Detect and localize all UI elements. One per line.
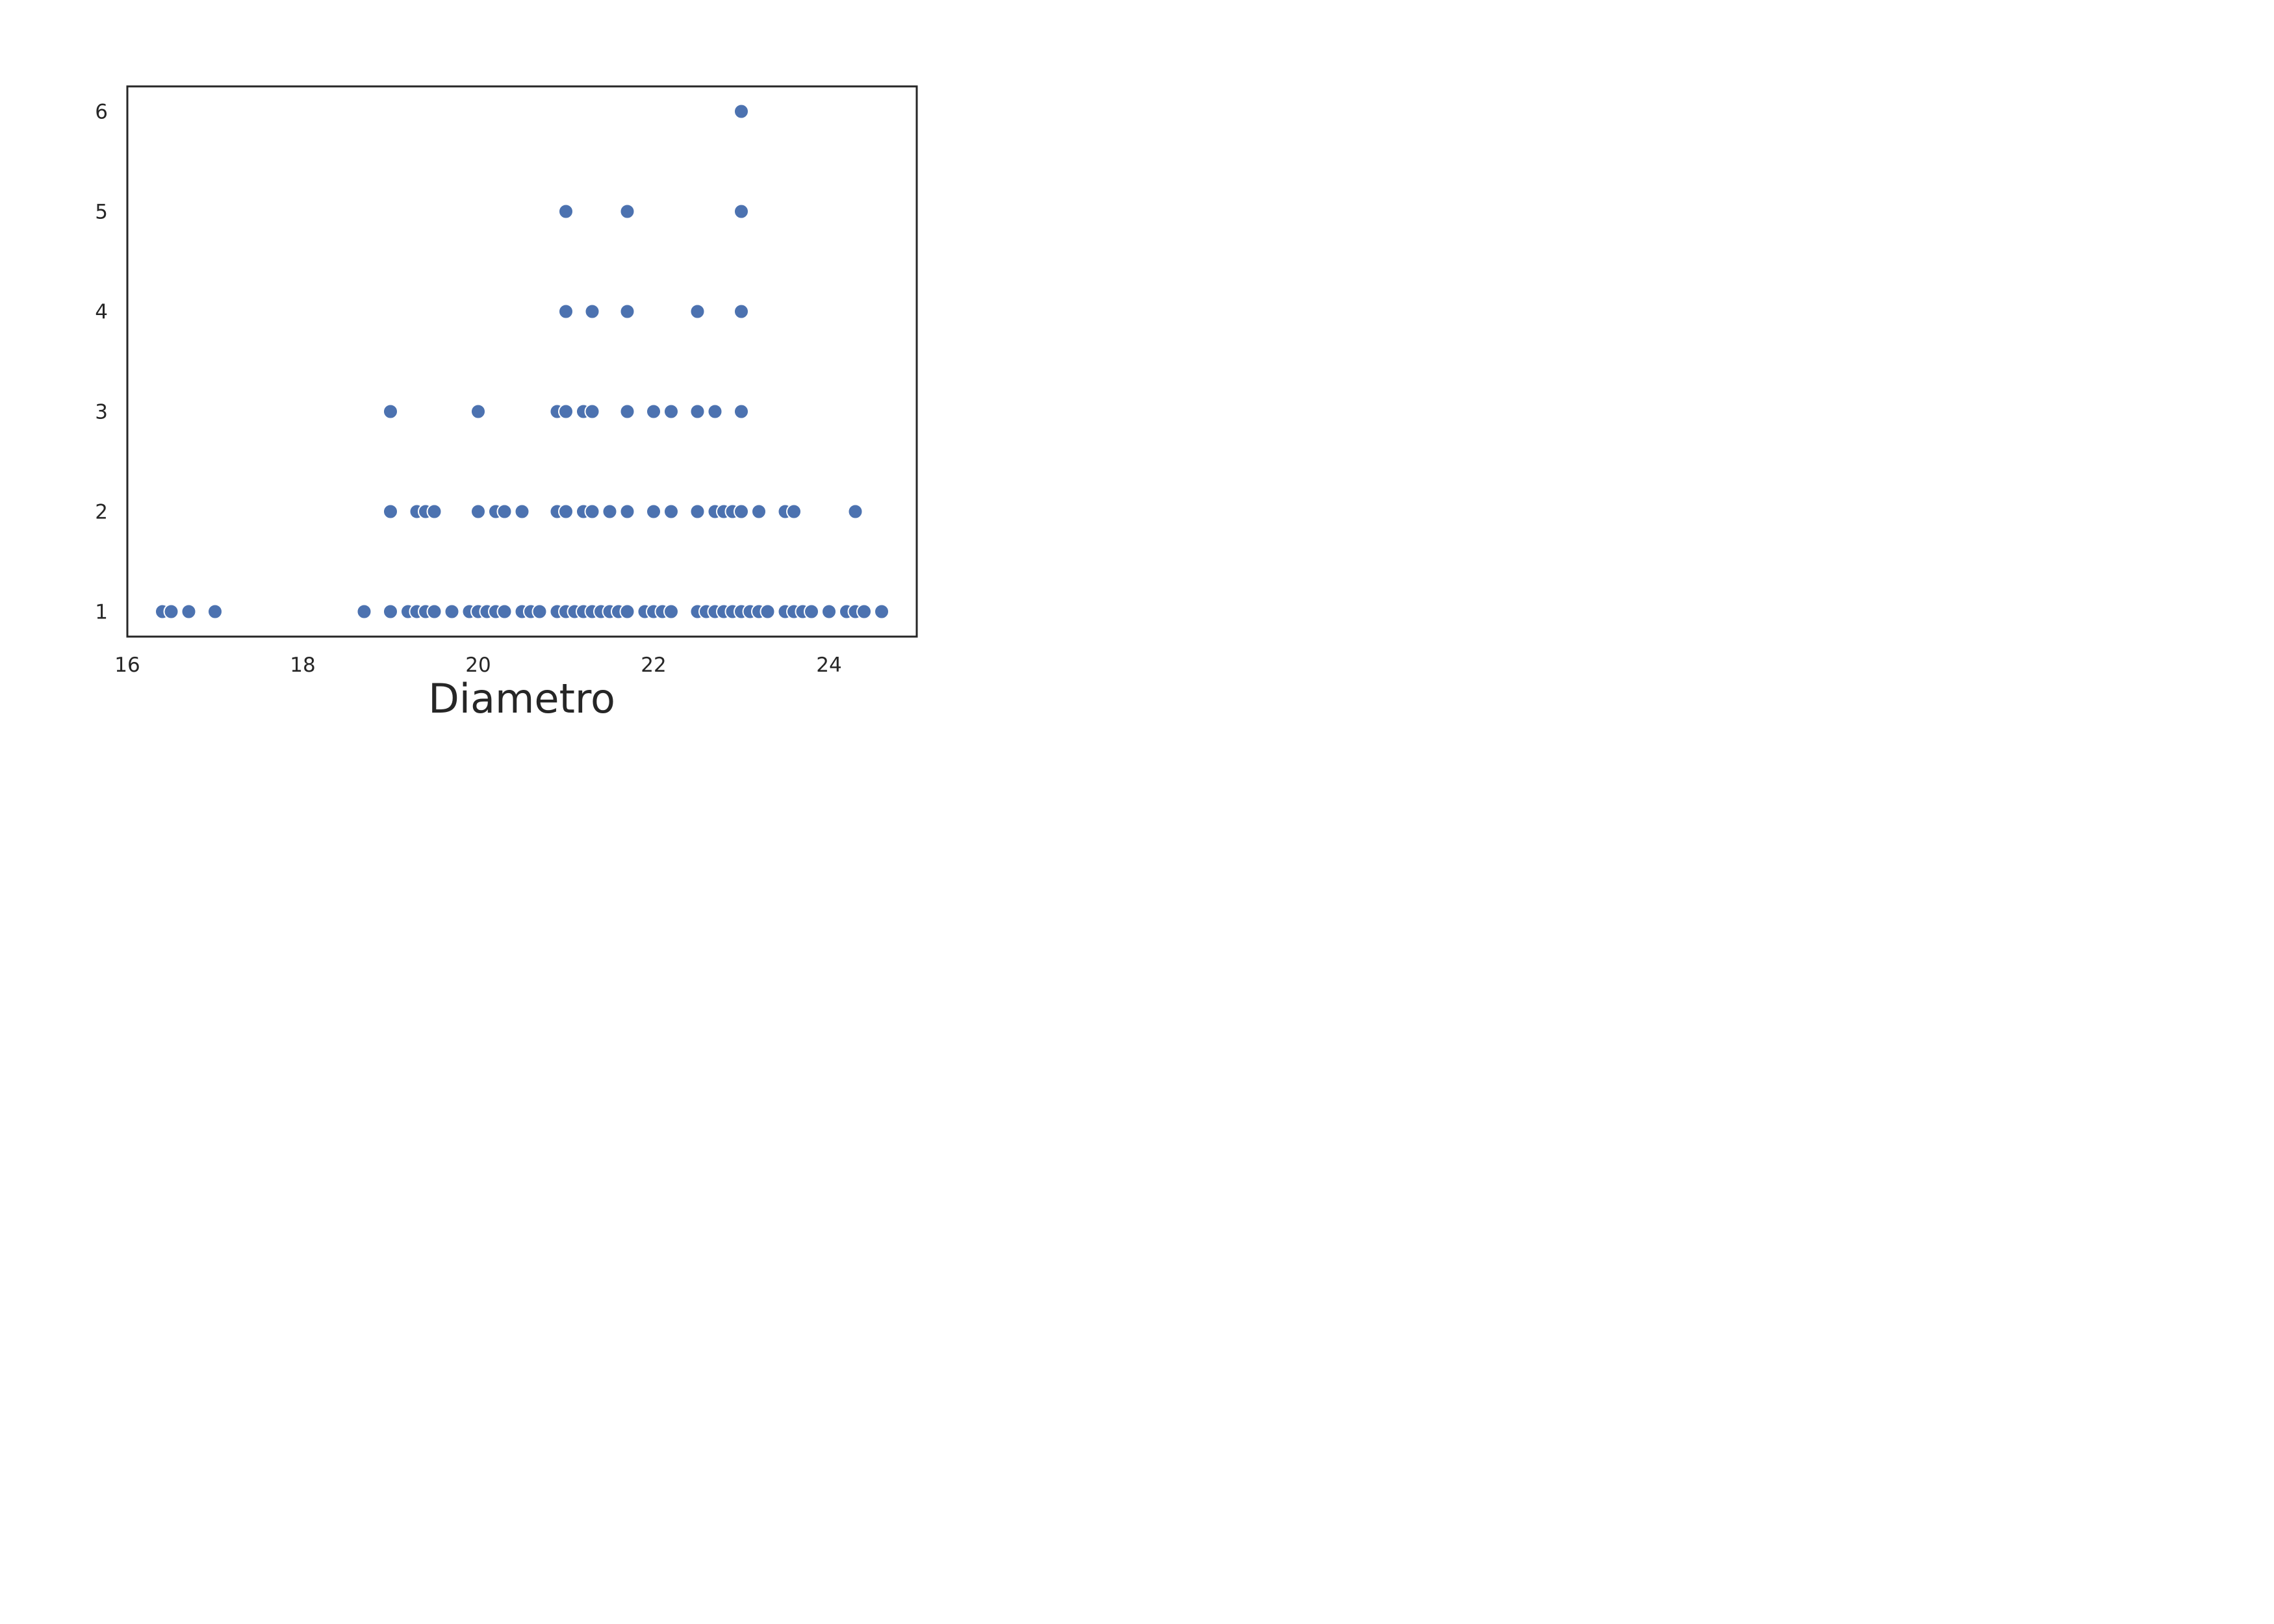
scatter-point [707, 403, 723, 420]
scatter-point [689, 403, 706, 420]
scatter-point [558, 403, 574, 420]
scatter-point [181, 603, 197, 620]
scatter-point [602, 503, 618, 520]
scatter-point [356, 603, 372, 620]
scatter-point [444, 603, 460, 620]
points-layer [155, 103, 889, 620]
scatter-point [496, 503, 513, 520]
scatter-point [821, 603, 837, 620]
scatter-point [734, 303, 749, 320]
scatter-point [734, 503, 749, 520]
scatter-point [734, 203, 749, 220]
scatter-point [619, 603, 635, 620]
scatter-point [531, 603, 548, 620]
scatter-point [689, 503, 706, 520]
scatter-point [470, 403, 486, 420]
scatter-point [663, 603, 679, 620]
scatter-point [663, 503, 679, 520]
scatter-point [689, 303, 706, 320]
x-axis-title: Diametro [428, 675, 615, 718]
scatter-point [619, 203, 635, 220]
x-tick-label: 24 [816, 653, 841, 677]
scatter-point [163, 603, 179, 620]
scatter-point [646, 503, 661, 520]
scatter-point [804, 603, 819, 620]
scatter-point [383, 503, 398, 520]
scatter-point [558, 203, 574, 220]
scatter-point [751, 503, 767, 520]
scatter-point [426, 603, 442, 620]
plot-frame [126, 85, 918, 638]
y-tick-label: 6 [95, 101, 108, 124]
scatter-point [847, 503, 863, 520]
scatter-chart: 16 18 20 22 24 1 2 3 4 5 6 Diametro [0, 0, 1016, 722]
scatter-point [734, 403, 749, 420]
scatter-point [760, 603, 776, 620]
x-tick-labels: 16 18 20 22 24 [114, 653, 841, 677]
scatter-point [558, 303, 574, 320]
scatter-point [584, 403, 600, 420]
scatter-point [584, 503, 600, 520]
scatter-point [619, 403, 635, 420]
scatter-point [584, 303, 600, 320]
y-tick-label: 4 [95, 301, 108, 324]
scatter-point [646, 403, 661, 420]
scatter-point [874, 603, 889, 620]
y-tick-label: 1 [95, 601, 108, 624]
scatter-point [207, 603, 223, 620]
scatter-point [619, 503, 635, 520]
scatter-point [383, 403, 398, 420]
y-tick-label: 5 [95, 201, 108, 224]
scatter-point [383, 603, 398, 620]
y-tick-labels: 1 2 3 4 5 6 [95, 101, 108, 624]
x-tick-label: 20 [465, 653, 491, 677]
y-tick-label: 3 [95, 401, 108, 424]
x-tick-label: 18 [290, 653, 315, 677]
chart-background [0, 0, 1016, 718]
scatter-point [619, 303, 635, 320]
scatter-point [496, 603, 513, 620]
scatter-point [663, 403, 679, 420]
scatter-point [786, 503, 802, 520]
scatter-point [734, 103, 749, 120]
scatter-point [514, 503, 530, 520]
scatter-point [470, 503, 486, 520]
scatter-point [558, 503, 574, 520]
scatter-point [426, 503, 442, 520]
x-tick-label: 16 [114, 653, 140, 677]
scatter-point [856, 603, 872, 620]
chart-svg: 16 18 20 22 24 1 2 3 4 5 6 Diametro [0, 0, 1016, 722]
x-tick-label: 22 [641, 653, 666, 677]
y-tick-label: 2 [95, 501, 108, 524]
